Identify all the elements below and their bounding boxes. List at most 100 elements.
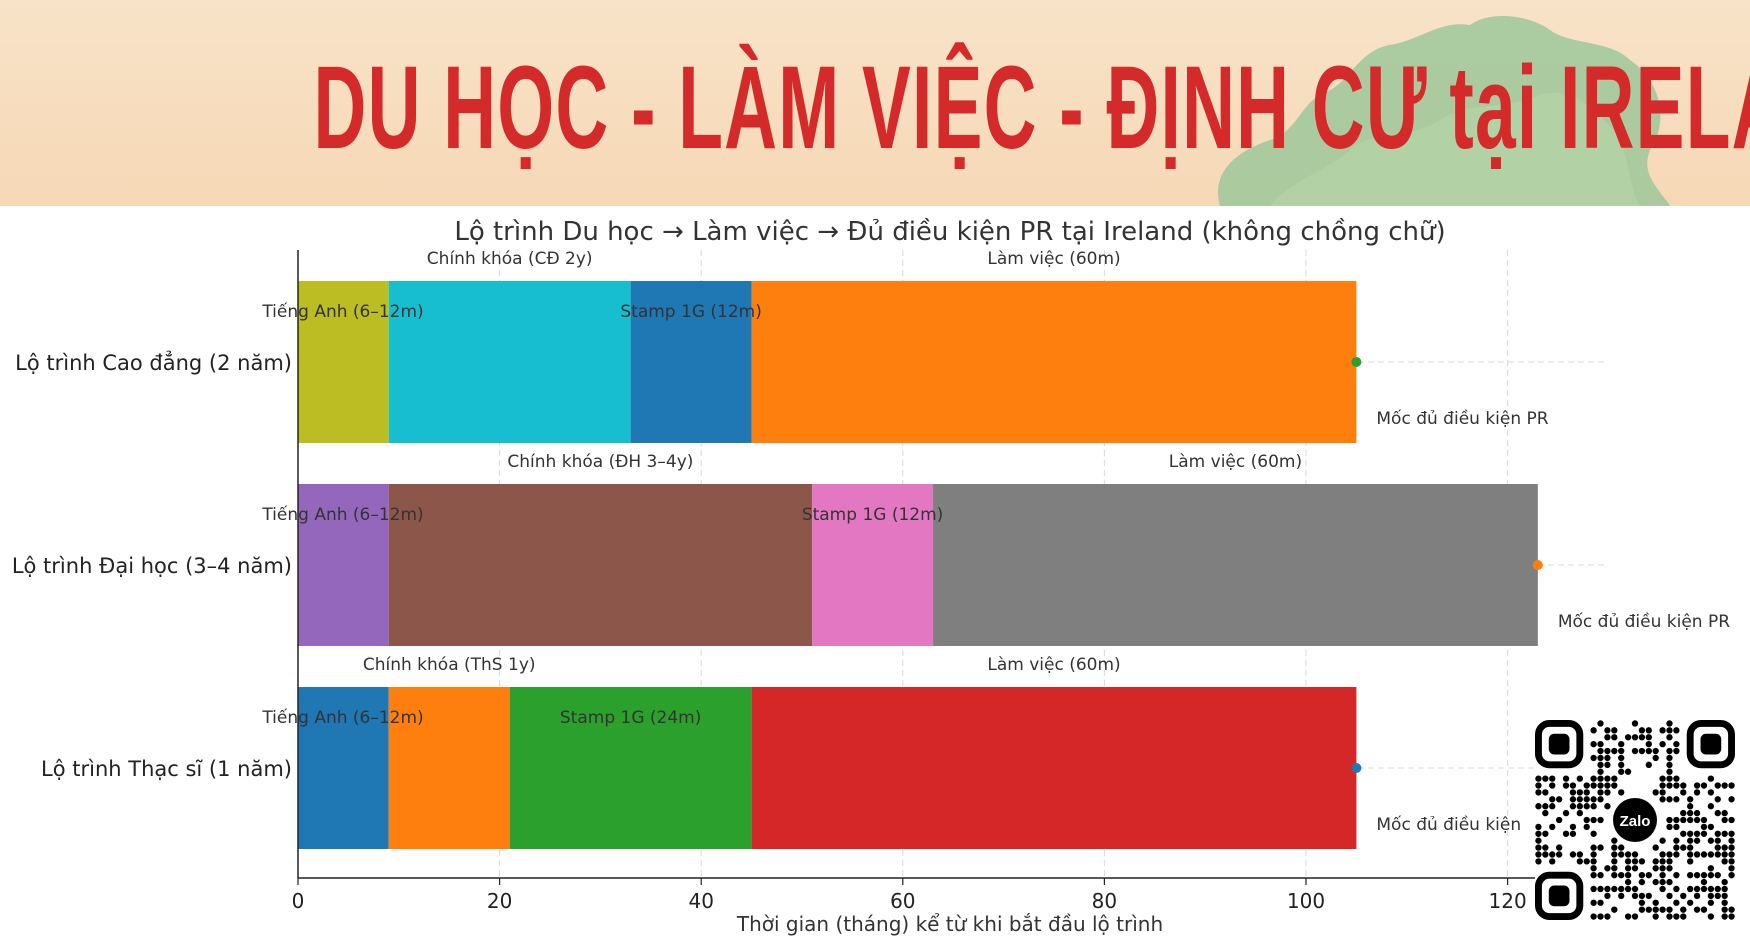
qr-module	[1549, 823, 1556, 831]
x-tick-label: 0	[292, 889, 305, 913]
qr-module	[1597, 747, 1604, 755]
qr-module	[1583, 816, 1590, 824]
qr-module	[1659, 837, 1666, 844]
qr-module	[1728, 816, 1735, 824]
qr-module	[1721, 858, 1728, 865]
qr-module	[1569, 796, 1577, 803]
qr-module	[1569, 782, 1577, 789]
qr-module	[1590, 775, 1597, 782]
qr-module	[1597, 899, 1604, 906]
qr-module	[1576, 796, 1583, 803]
qr-finder-center	[1700, 733, 1722, 755]
qr-module	[1673, 913, 1680, 920]
qr-module	[1693, 809, 1701, 817]
qr-module	[1604, 727, 1611, 734]
qr-module	[1693, 830, 1701, 837]
header-banner: DU HỌC - LÀM VIỆC - ĐỊNH CƯ tại IRELAND	[0, 0, 1750, 206]
zalo-qr-code[interactable]: Zalo	[1535, 720, 1735, 920]
qr-module	[1714, 782, 1721, 789]
qr-module	[1631, 913, 1639, 920]
qr-module	[1618, 872, 1625, 879]
qr-module	[1714, 809, 1721, 817]
qr-module	[1666, 865, 1673, 872]
qr-module	[1700, 851, 1708, 858]
qr-module	[1576, 789, 1583, 796]
qr-module	[1597, 844, 1604, 851]
qr-module	[1707, 899, 1715, 906]
qr-module	[1680, 906, 1687, 913]
qr-module	[1569, 851, 1577, 858]
segment-label: Làm việc (60m)	[987, 249, 1120, 269]
qr-module	[1728, 858, 1735, 865]
qr-module	[1666, 823, 1673, 831]
bar-segment	[933, 484, 1538, 646]
qr-module	[1611, 727, 1618, 734]
qr-module	[1590, 830, 1597, 837]
qr-module	[1562, 782, 1570, 789]
qr-module	[1666, 720, 1673, 727]
qr-module	[1638, 858, 1646, 865]
qr-module	[1542, 775, 1549, 782]
qr-module	[1721, 899, 1728, 906]
qr-module	[1680, 789, 1687, 796]
qr-module	[1597, 885, 1604, 893]
qr-module	[1638, 727, 1646, 734]
qr-module	[1700, 782, 1708, 789]
qr-module	[1597, 775, 1604, 782]
qr-module	[1597, 761, 1604, 768]
qr-module	[1673, 872, 1680, 879]
qr-module	[1700, 816, 1708, 824]
qr-module	[1700, 830, 1708, 837]
qr-module	[1611, 747, 1618, 755]
bar-segment	[298, 281, 389, 443]
qr-module	[1618, 761, 1625, 768]
qr-module	[1604, 761, 1611, 768]
qr-module	[1666, 913, 1673, 920]
pr-milestone-marker	[1351, 763, 1362, 773]
qr-module	[1583, 782, 1590, 789]
qr-module	[1687, 830, 1694, 837]
qr-module	[1687, 899, 1694, 906]
qr-module	[1583, 789, 1590, 796]
qr-module	[1728, 906, 1735, 913]
y-tick-label: Lộ trình Đại học (3–4 năm)	[12, 554, 292, 578]
qr-module	[1611, 858, 1618, 865]
qr-module	[1624, 865, 1632, 872]
qr-module	[1535, 823, 1542, 831]
qr-module	[1631, 747, 1639, 755]
qr-module	[1728, 796, 1735, 803]
qr-module	[1652, 878, 1659, 886]
qr-module	[1693, 782, 1701, 789]
qr-module	[1721, 851, 1728, 858]
qr-module	[1666, 734, 1673, 741]
qr-module	[1714, 885, 1721, 893]
qr-module	[1728, 865, 1735, 872]
qr-module	[1666, 782, 1673, 789]
qr-module	[1624, 878, 1632, 886]
qr-module	[1597, 789, 1604, 796]
qr-module	[1645, 740, 1652, 748]
qr-module	[1680, 913, 1687, 920]
qr-module	[1714, 837, 1721, 844]
qr-module	[1652, 747, 1659, 755]
qr-module	[1666, 775, 1673, 782]
qr-module	[1618, 844, 1625, 851]
qr-module	[1542, 851, 1549, 858]
qr-module	[1693, 837, 1701, 844]
qr-module	[1638, 747, 1646, 755]
qr-module	[1721, 885, 1728, 893]
qr-module	[1569, 789, 1577, 796]
qr-module	[1535, 851, 1542, 858]
qr-module	[1618, 851, 1625, 858]
qr-module	[1590, 782, 1597, 789]
segment-label: Chính khóa (ĐH 3–4y)	[507, 452, 693, 472]
qr-code-pattern: Zalo	[1535, 720, 1735, 920]
qr-module	[1680, 782, 1687, 789]
qr-module	[1590, 740, 1597, 748]
qr-module	[1604, 892, 1611, 900]
qr-module	[1597, 796, 1604, 803]
qr-module	[1542, 844, 1549, 851]
qr-module	[1673, 747, 1680, 755]
qr-module	[1576, 803, 1583, 810]
qr-module	[1631, 865, 1639, 872]
